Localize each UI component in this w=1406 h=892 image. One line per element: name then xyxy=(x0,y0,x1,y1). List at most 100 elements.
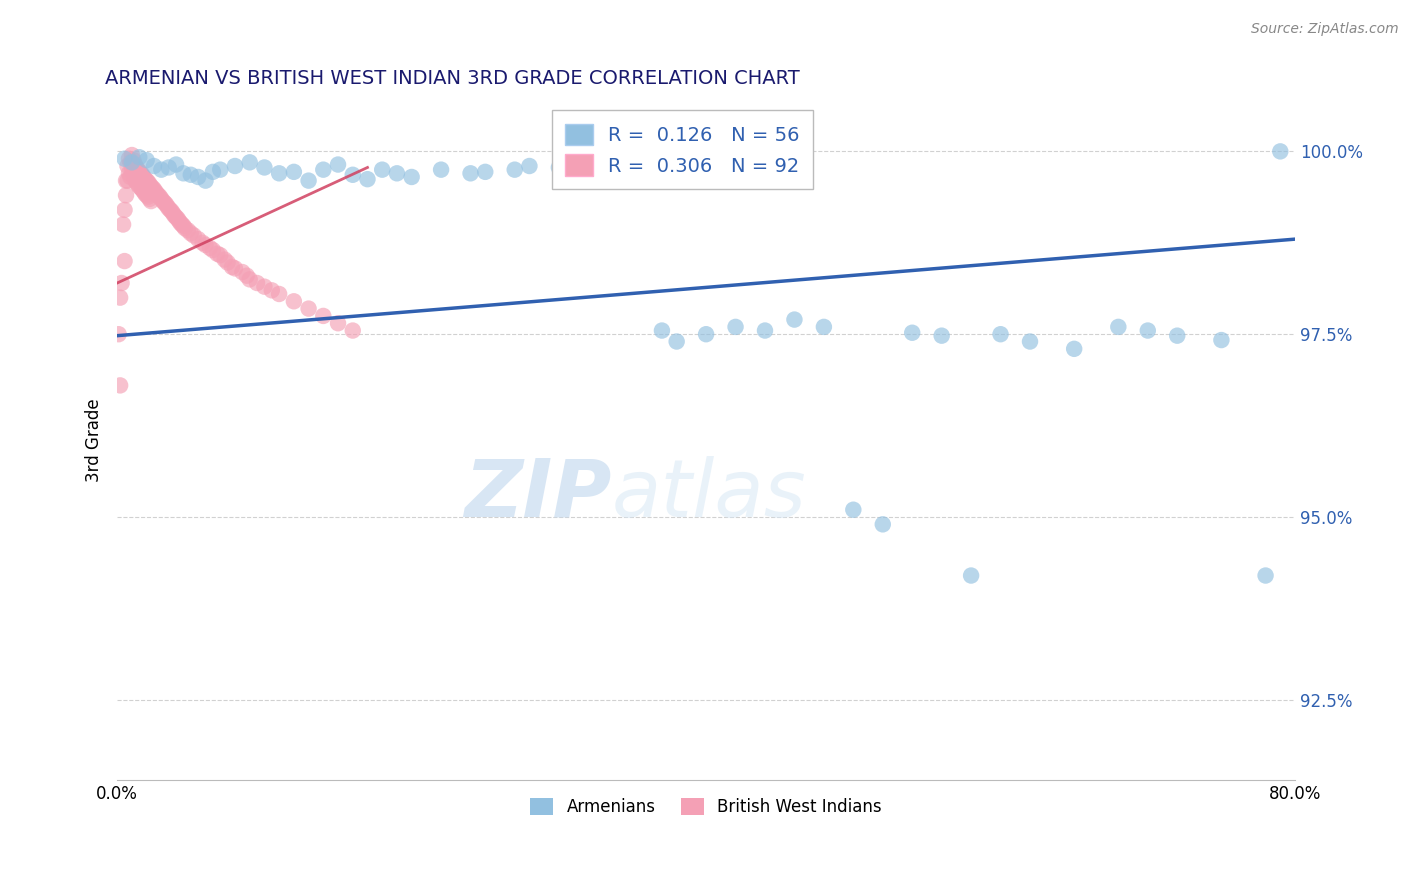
Point xyxy=(326,157,349,171)
Point xyxy=(872,517,894,532)
Point xyxy=(112,218,135,232)
Point xyxy=(135,188,157,202)
Point xyxy=(157,161,180,175)
Point xyxy=(152,194,174,208)
Point xyxy=(108,291,131,305)
Point xyxy=(129,181,152,195)
Point xyxy=(125,175,148,189)
Text: atlas: atlas xyxy=(612,456,807,533)
Point xyxy=(224,261,246,276)
Point xyxy=(754,324,776,338)
Point xyxy=(143,182,166,196)
Point xyxy=(813,319,835,334)
Point xyxy=(312,162,335,177)
Point xyxy=(239,272,262,286)
Point xyxy=(180,168,202,182)
Point xyxy=(326,316,349,330)
Point xyxy=(194,174,217,188)
Point xyxy=(128,165,150,179)
Point xyxy=(134,186,156,201)
Point xyxy=(117,174,139,188)
Point xyxy=(342,324,364,338)
Point xyxy=(125,161,148,175)
Point xyxy=(115,174,138,188)
Point xyxy=(131,182,153,196)
Point xyxy=(114,202,136,217)
Point xyxy=(842,502,865,516)
Point xyxy=(312,309,335,323)
Point xyxy=(1107,319,1129,334)
Point xyxy=(198,241,221,255)
Point xyxy=(124,157,146,171)
Point xyxy=(269,287,291,301)
Point xyxy=(960,568,983,582)
Point xyxy=(931,328,953,343)
Point xyxy=(120,169,142,184)
Point xyxy=(201,243,224,257)
Text: ZIP: ZIP xyxy=(464,456,612,533)
Point xyxy=(136,190,159,204)
Point xyxy=(665,334,688,349)
Point xyxy=(129,166,152,180)
Point xyxy=(576,162,599,177)
Legend: Armenians, British West Indians: Armenians, British West Indians xyxy=(523,791,889,823)
Point xyxy=(166,211,188,226)
Point xyxy=(297,174,319,188)
Point xyxy=(160,204,183,219)
Point xyxy=(621,165,644,179)
Point xyxy=(1270,145,1292,159)
Point xyxy=(122,153,145,168)
Point xyxy=(107,327,129,342)
Point xyxy=(239,155,262,169)
Point xyxy=(127,162,149,177)
Point xyxy=(165,157,187,171)
Point xyxy=(356,172,378,186)
Point xyxy=(118,166,141,180)
Point xyxy=(156,199,179,213)
Point xyxy=(159,202,181,217)
Point xyxy=(207,246,229,260)
Point xyxy=(371,162,394,177)
Point xyxy=(155,197,177,211)
Point xyxy=(138,192,160,206)
Point xyxy=(132,169,155,184)
Point xyxy=(783,312,806,326)
Point xyxy=(145,185,167,199)
Point xyxy=(170,218,193,232)
Point xyxy=(115,188,138,202)
Point xyxy=(149,190,172,204)
Point xyxy=(157,202,180,216)
Point xyxy=(163,209,186,223)
Point xyxy=(148,188,170,202)
Point xyxy=(253,279,276,293)
Point xyxy=(214,252,236,267)
Point xyxy=(1063,342,1085,356)
Point xyxy=(135,174,157,188)
Point xyxy=(187,232,209,246)
Point xyxy=(124,172,146,186)
Point xyxy=(430,162,453,177)
Point xyxy=(108,378,131,392)
Point xyxy=(253,161,276,175)
Point xyxy=(114,152,136,166)
Point xyxy=(187,169,209,184)
Point xyxy=(342,168,364,182)
Point xyxy=(141,181,163,195)
Point xyxy=(297,301,319,316)
Point xyxy=(128,150,150,164)
Point xyxy=(217,255,239,269)
Point xyxy=(143,159,166,173)
Text: Source: ZipAtlas.com: Source: ZipAtlas.com xyxy=(1251,22,1399,37)
Point xyxy=(121,155,143,169)
Point xyxy=(117,159,139,173)
Point xyxy=(460,166,482,180)
Point xyxy=(110,276,132,290)
Point xyxy=(651,324,673,338)
Point xyxy=(209,162,232,177)
Point xyxy=(474,165,496,179)
Point xyxy=(1166,328,1188,343)
Point xyxy=(1211,333,1233,347)
Point xyxy=(150,162,173,177)
Point xyxy=(146,186,169,201)
Point xyxy=(131,168,153,182)
